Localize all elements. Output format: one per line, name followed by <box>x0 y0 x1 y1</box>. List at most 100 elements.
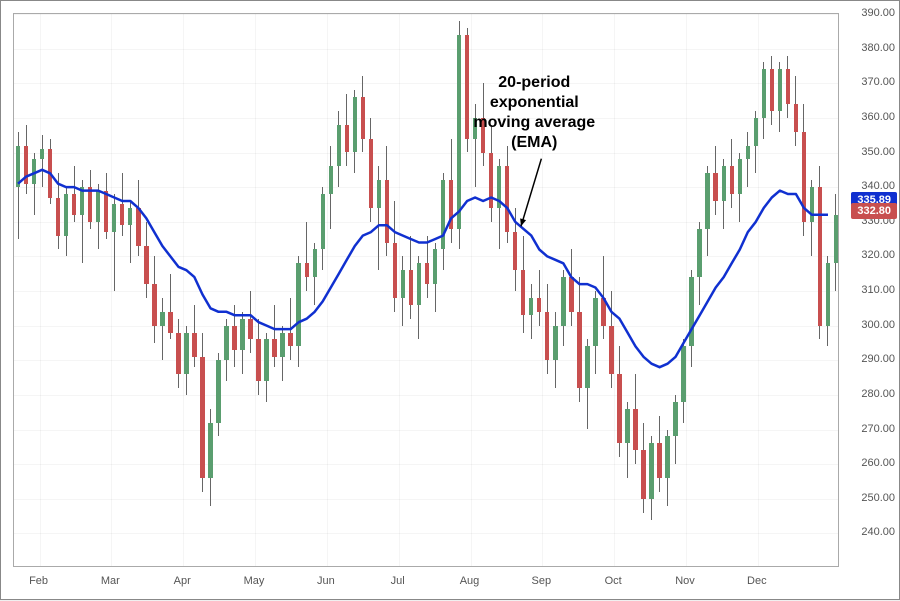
candle[interactable] <box>16 146 20 188</box>
candle[interactable] <box>826 263 830 325</box>
candle[interactable] <box>168 312 172 333</box>
candle[interactable] <box>697 229 701 277</box>
candle[interactable] <box>264 339 268 381</box>
candle[interactable] <box>144 246 148 284</box>
candle[interactable] <box>176 333 180 375</box>
candle[interactable] <box>489 153 493 208</box>
candle[interactable] <box>537 298 541 312</box>
candle[interactable] <box>754 118 758 146</box>
candle[interactable] <box>625 409 629 444</box>
candle[interactable] <box>425 263 429 284</box>
candle[interactable] <box>738 159 742 194</box>
candle[interactable] <box>280 333 284 357</box>
candle[interactable] <box>272 339 276 356</box>
candle[interactable] <box>778 69 782 111</box>
candle[interactable] <box>665 436 669 478</box>
candle[interactable] <box>689 277 693 346</box>
candle[interactable] <box>585 346 589 388</box>
candle[interactable] <box>657 443 661 478</box>
candle[interactable] <box>385 180 389 242</box>
candle[interactable] <box>730 166 734 194</box>
candle[interactable] <box>32 159 36 183</box>
candle[interactable] <box>593 298 597 346</box>
candle[interactable] <box>128 208 132 225</box>
candle[interactable] <box>561 277 565 325</box>
candle[interactable] <box>313 249 317 277</box>
candle[interactable] <box>649 443 653 498</box>
candle[interactable] <box>248 319 252 340</box>
candle[interactable] <box>200 357 204 478</box>
candle[interactable] <box>641 450 645 498</box>
candle[interactable] <box>577 312 581 388</box>
candle[interactable] <box>120 204 124 225</box>
candle[interactable] <box>393 243 397 298</box>
candle[interactable] <box>64 194 68 236</box>
candle[interactable] <box>513 232 517 270</box>
candle[interactable] <box>80 187 84 215</box>
candle[interactable] <box>465 35 469 139</box>
candle[interactable] <box>746 146 750 160</box>
candle[interactable] <box>24 146 28 184</box>
candle[interactable] <box>834 215 838 263</box>
candle[interactable] <box>361 97 365 139</box>
candle[interactable] <box>288 333 292 347</box>
candle[interactable] <box>72 194 76 215</box>
candle[interactable] <box>601 298 605 326</box>
candle[interactable] <box>112 204 116 232</box>
candle[interactable] <box>673 402 677 437</box>
candle[interactable] <box>329 166 333 194</box>
candle[interactable] <box>240 319 244 350</box>
candle[interactable] <box>377 180 381 208</box>
candle[interactable] <box>545 312 549 360</box>
candle[interactable] <box>136 208 140 246</box>
candle[interactable] <box>529 298 533 315</box>
candle[interactable] <box>401 270 405 298</box>
candle[interactable] <box>48 149 52 197</box>
candle[interactable] <box>762 69 766 117</box>
candle[interactable] <box>633 409 637 451</box>
candle[interactable] <box>104 191 108 233</box>
plot-area[interactable] <box>13 13 839 567</box>
candle[interactable] <box>305 263 309 277</box>
candle[interactable] <box>96 191 100 222</box>
candle[interactable] <box>457 35 461 229</box>
candle[interactable] <box>786 69 790 104</box>
candle[interactable] <box>160 312 164 326</box>
candle[interactable] <box>609 326 613 374</box>
candle[interactable] <box>56 198 60 236</box>
candle[interactable] <box>441 180 445 249</box>
candle[interactable] <box>369 139 373 208</box>
candle[interactable] <box>40 149 44 159</box>
candle[interactable] <box>617 374 621 443</box>
candle[interactable] <box>88 187 92 222</box>
candle[interactable] <box>497 166 501 208</box>
candle[interactable] <box>192 333 196 357</box>
candle[interactable] <box>449 180 453 228</box>
candle[interactable] <box>337 125 341 167</box>
candle[interactable] <box>345 125 349 153</box>
candle[interactable] <box>553 326 557 361</box>
candle[interactable] <box>810 187 814 222</box>
candle[interactable] <box>296 263 300 346</box>
candle[interactable] <box>184 333 188 375</box>
candle[interactable] <box>224 326 228 361</box>
candle[interactable] <box>433 249 437 284</box>
candle[interactable] <box>216 360 220 422</box>
candle[interactable] <box>802 132 806 222</box>
candle[interactable] <box>417 263 421 305</box>
candle[interactable] <box>713 173 717 201</box>
candle[interactable] <box>232 326 236 350</box>
candle[interactable] <box>705 173 709 228</box>
candle[interactable] <box>321 194 325 249</box>
candle[interactable] <box>794 104 798 132</box>
candle[interactable] <box>569 277 573 312</box>
candle[interactable] <box>256 339 260 381</box>
candle[interactable] <box>818 187 822 326</box>
candle[interactable] <box>409 270 413 305</box>
candle[interactable] <box>521 270 525 315</box>
candle[interactable] <box>505 166 509 232</box>
candle[interactable] <box>722 166 726 201</box>
candle[interactable] <box>152 284 156 326</box>
candle[interactable] <box>681 346 685 401</box>
candle[interactable] <box>770 69 774 111</box>
